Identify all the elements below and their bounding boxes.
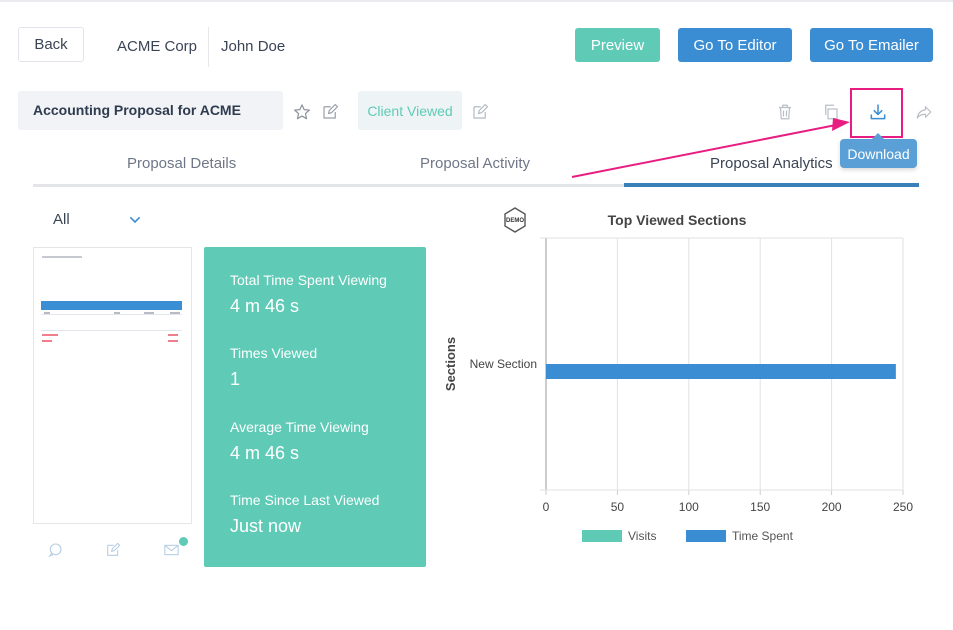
trash-icon[interactable] (774, 101, 796, 123)
stat-label: Average Time Viewing (230, 419, 369, 435)
filter-select-value[interactable]: All (53, 211, 70, 228)
download-icon[interactable] (866, 100, 890, 124)
x-tick-label: 0 (543, 500, 550, 514)
stat-label: Total Time Spent Viewing (230, 272, 387, 288)
stat-value: 4 m 46 s (230, 443, 300, 463)
chart-title: Top Viewed Sections (608, 212, 747, 228)
preview-button[interactable]: Preview (575, 28, 660, 62)
company-name[interactable]: ACME Corp (117, 38, 198, 55)
back-button[interactable]: Back (18, 27, 84, 62)
x-tick-label: 100 (679, 500, 699, 514)
chevron-down-icon[interactable] (126, 211, 144, 229)
svg-text:DEMO: DEMO (506, 218, 524, 224)
legend-swatch (686, 530, 726, 542)
x-tick-label: 50 (611, 500, 625, 514)
header-divider (208, 27, 209, 67)
go-to-editor-button[interactable]: Go To Editor (678, 28, 792, 62)
tab-proposal-details[interactable]: Proposal Details (127, 155, 237, 172)
category-label: New Section (470, 357, 537, 371)
legend-label: Time Spent (732, 529, 794, 543)
star-icon[interactable] (292, 102, 312, 122)
demo-badge: DEMO (504, 207, 526, 233)
legend-label: Visits (628, 529, 656, 543)
copy-icon[interactable] (820, 101, 842, 123)
edit-title-icon[interactable] (320, 102, 340, 122)
notification-dot (179, 537, 188, 546)
chart-ylabel: Sections (443, 337, 458, 391)
active-tab-indicator (624, 183, 919, 187)
go-to-emailer-button[interactable]: Go To Emailer (810, 28, 933, 62)
comment-icon[interactable] (46, 541, 64, 559)
proposal-thumbnail[interactable] (33, 247, 192, 524)
download-tooltip: Download (840, 133, 917, 168)
top-border (0, 0, 953, 2)
edit-thumbnail-icon[interactable] (104, 541, 122, 559)
edit-status-icon[interactable] (470, 102, 490, 122)
tabs-underline (33, 184, 919, 187)
stats-card: Total Time Spent Viewing 4 m 46 s Times … (204, 247, 426, 567)
status-badge: Client Viewed (358, 91, 462, 130)
legend-swatch (582, 530, 622, 542)
stat-label: Times Viewed (230, 345, 318, 361)
contact-name[interactable]: John Doe (221, 38, 286, 55)
tab-proposal-analytics[interactable]: Proposal Analytics (710, 155, 833, 172)
share-icon[interactable] (912, 101, 936, 123)
stat-value: 1 (230, 369, 241, 389)
tab-proposal-activity[interactable]: Proposal Activity (420, 155, 531, 172)
bar-time-spent (546, 364, 896, 379)
x-tick-label: 200 (822, 500, 842, 514)
proposal-title[interactable]: Accounting Proposal for ACME (18, 91, 283, 130)
x-tick-label: 250 (893, 500, 913, 514)
stat-label: Time Since Last Viewed (230, 492, 380, 508)
stat-value: 4 m 46 s (230, 296, 300, 316)
x-tick-label: 150 (750, 500, 770, 514)
mail-icon[interactable] (162, 541, 180, 559)
stat-value: Just now (230, 516, 302, 536)
